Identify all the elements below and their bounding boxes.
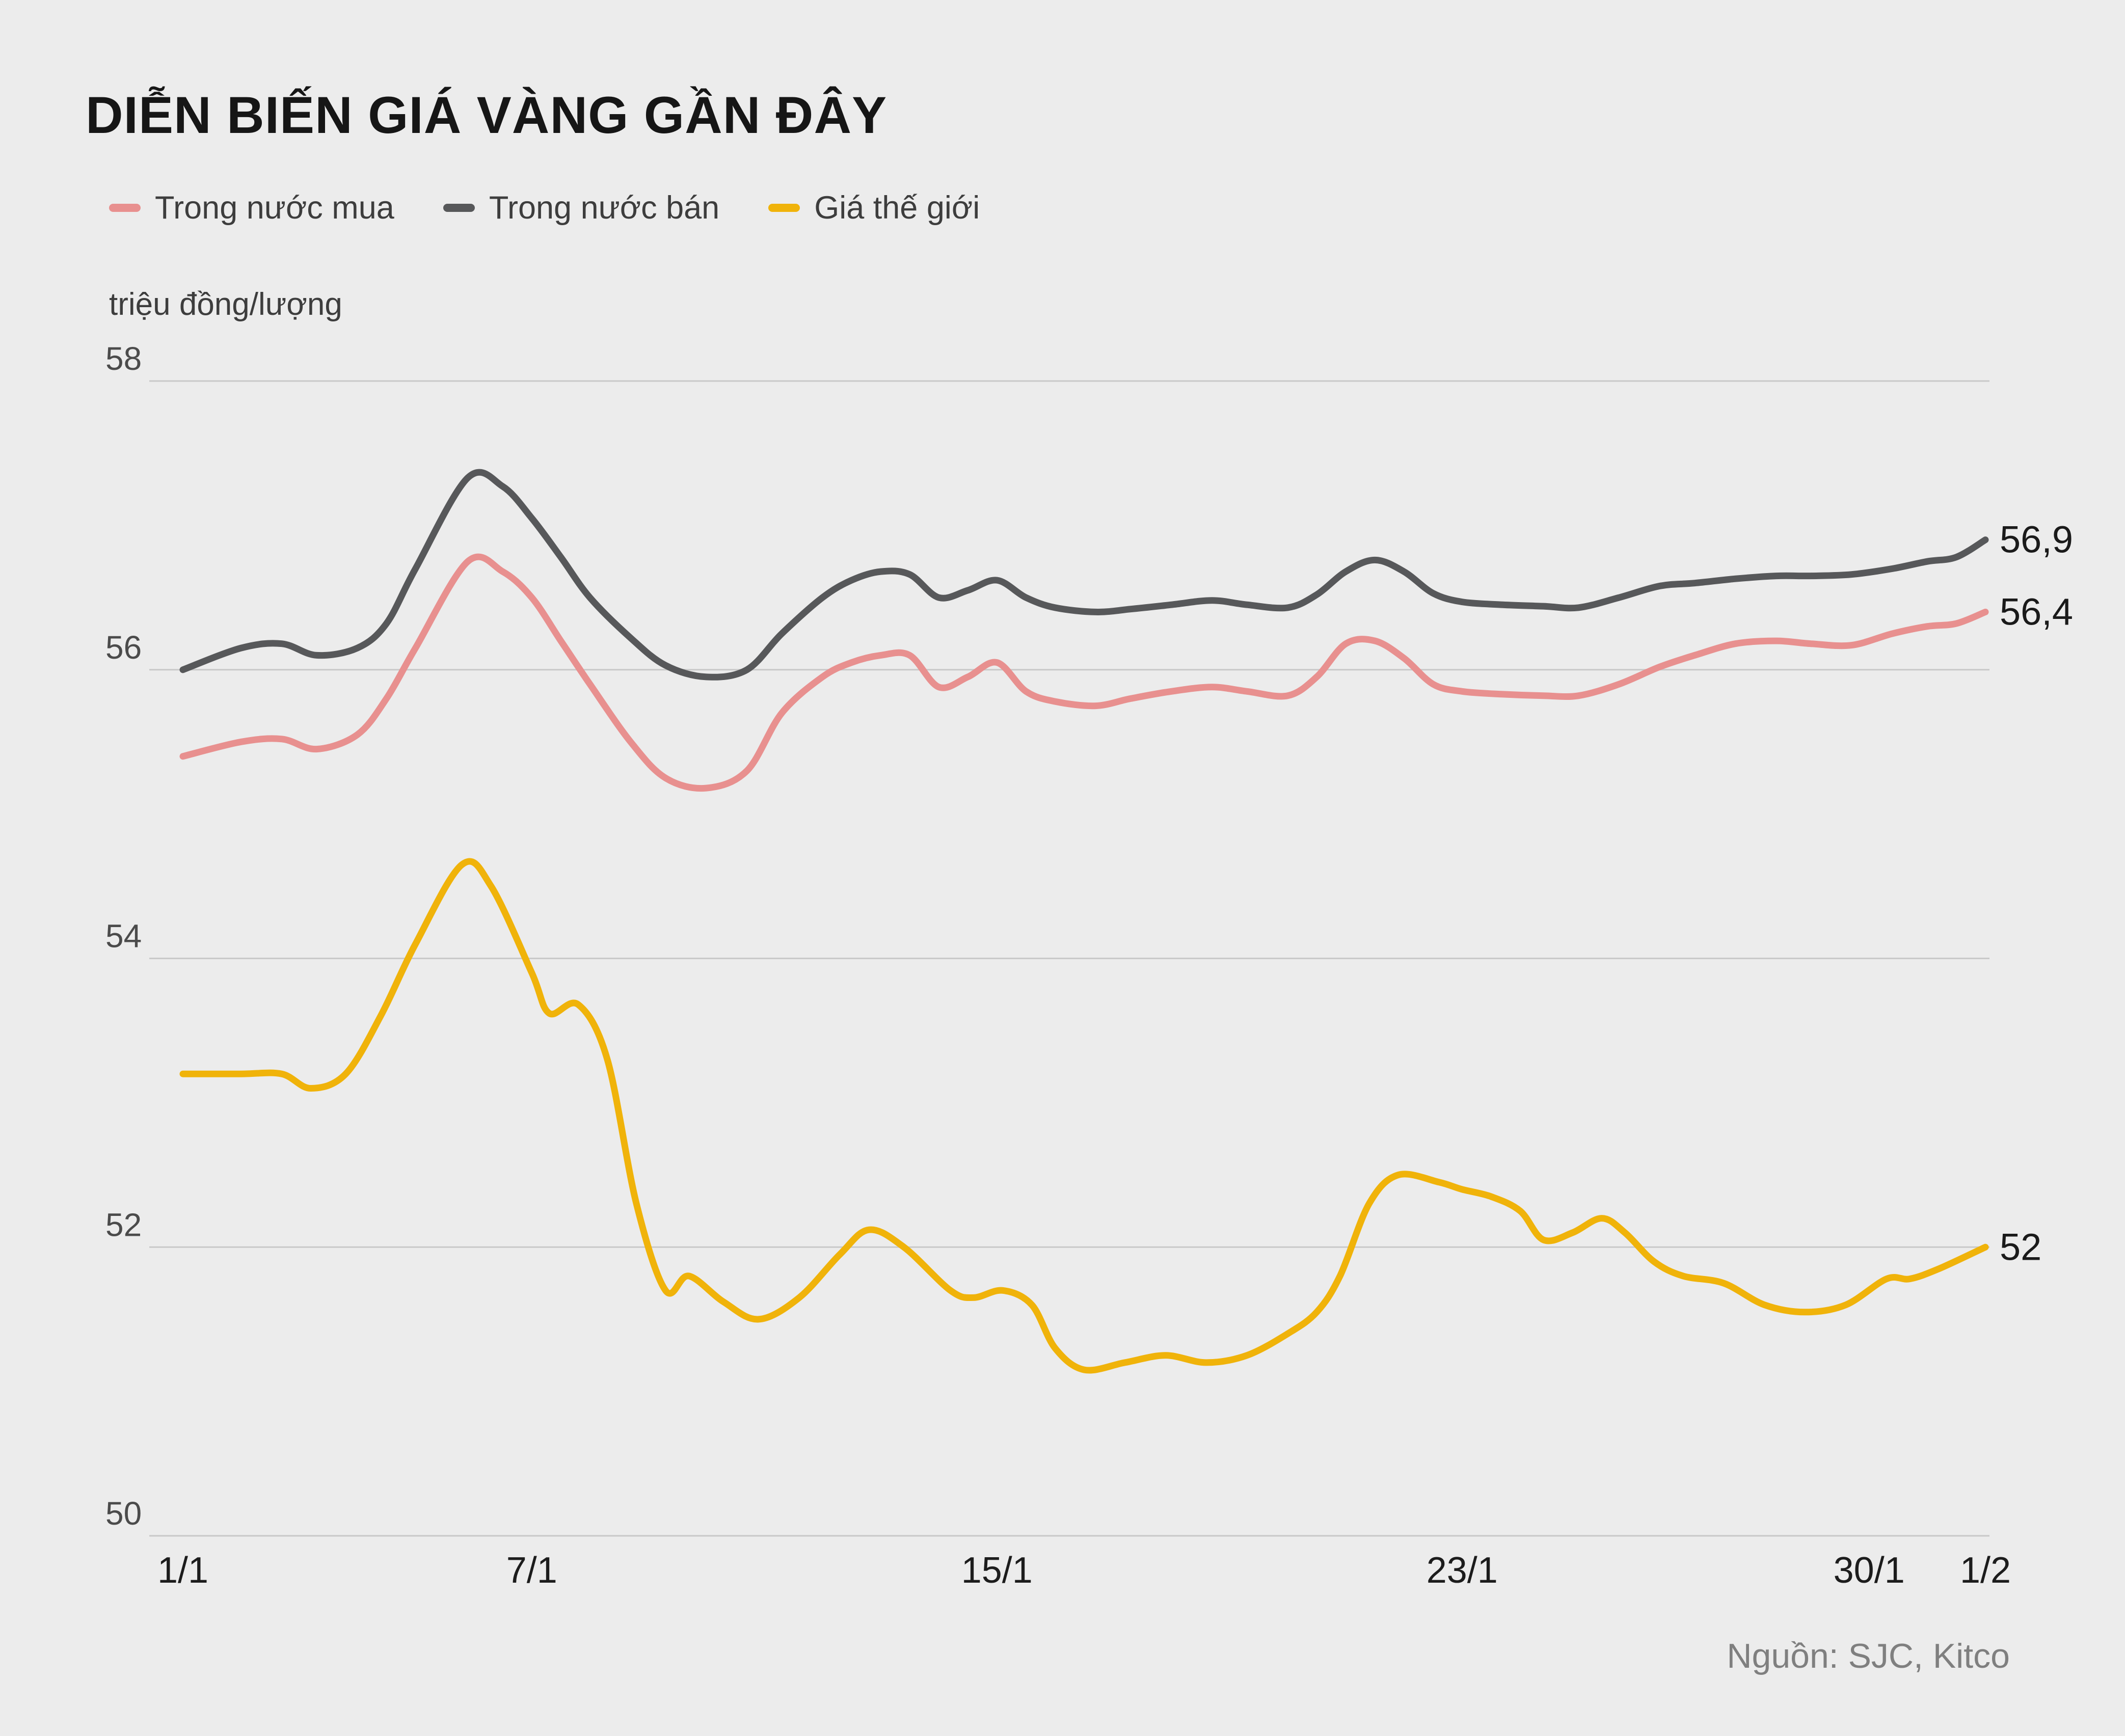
y-tick-label-52: 52 <box>105 1206 142 1243</box>
x-tick-label-1-1: 1/1 <box>157 1550 208 1591</box>
x-tick-label-23-1: 23/1 <box>1427 1550 1498 1591</box>
y-axis-unit-label: triệu đồng/lượng <box>109 287 342 322</box>
legend-item-1: Trong nước bán <box>443 189 719 226</box>
legend-label: Giá thế giới <box>814 190 980 226</box>
legend-item-2: Giá thế giới <box>768 189 980 226</box>
series-line-2 <box>179 858 1989 1374</box>
y-tick-label-50: 50 <box>105 1495 142 1532</box>
legend-label: Trong nước mua <box>155 190 394 226</box>
y-tick-label-58: 58 <box>105 340 142 377</box>
legend-swatch-icon <box>443 204 475 212</box>
legend-label: Trong nước bán <box>489 190 720 226</box>
x-tick-label-15-1: 15/1 <box>961 1550 1033 1591</box>
series-line-1 <box>179 469 1989 681</box>
series-end-label-0: 56,4 <box>2000 590 2073 633</box>
x-tick-label-7-1: 7/1 <box>506 1550 557 1591</box>
y-tick-label-56: 56 <box>105 629 142 666</box>
legend: Trong nước mua Trong nước bán Giá thế giới <box>109 189 980 226</box>
y-tick-label-54: 54 <box>105 918 142 955</box>
x-tick-label-1-2: 1/2 <box>1960 1550 2011 1591</box>
legend-item-0: Trong nước mua <box>109 189 394 226</box>
series-end-label-1: 56,9 <box>2000 519 2073 561</box>
source-credit: Nguồn: SJC, Kitco <box>1727 1637 2010 1675</box>
series-end-label-2: 52 <box>2000 1226 2041 1268</box>
legend-swatch-icon <box>109 204 141 212</box>
legend-swatch-icon <box>768 204 800 212</box>
chart-title: DIỄN BIẾN GIÁ VÀNG GẦN ĐÂY <box>86 86 887 144</box>
series-line-0 <box>179 553 1989 792</box>
x-tick-label-30-1: 30/1 <box>1834 1550 1905 1591</box>
